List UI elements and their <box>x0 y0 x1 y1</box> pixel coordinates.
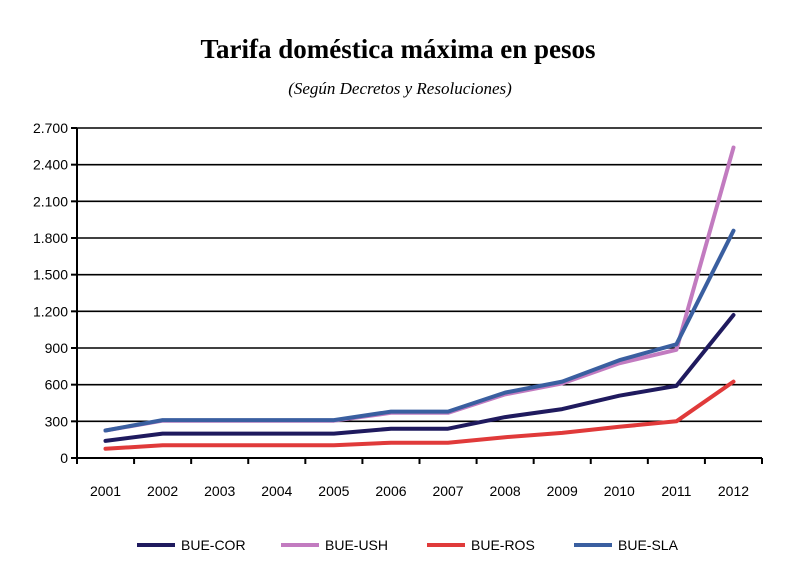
x-tick-label: 2006 <box>375 483 406 499</box>
chart-subtitle: (Según Decretos y Resoluciones) <box>288 79 512 98</box>
x-tick-label: 2012 <box>718 483 749 499</box>
x-tick-label: 2009 <box>547 483 578 499</box>
x-tick-label: 2004 <box>261 483 292 499</box>
legend-item-bue-sla: BUE-SLA <box>574 537 679 553</box>
series-line-bue-sla <box>103 228 736 433</box>
y-tick-label: 300 <box>45 413 69 429</box>
legend: BUE-COR BUE-USH BUE-ROS BUE-SLA <box>137 537 679 553</box>
legend-item-bue-ros: BUE-ROS <box>427 537 535 553</box>
x-tick-label: 2001 <box>90 483 121 499</box>
legend-label: BUE-ROS <box>471 537 535 553</box>
x-tick-label: 2011 <box>661 483 691 499</box>
y-tick-label: 1.200 <box>33 303 68 319</box>
x-tick-label: 2007 <box>432 483 463 499</box>
y-tick-label: 1.500 <box>33 267 68 283</box>
x-tick-label: 2005 <box>318 483 349 499</box>
y-tick-label: 2.400 <box>33 157 68 173</box>
series-line-bue-cor <box>103 313 736 443</box>
chart-title: Tarifa doméstica máxima en pesos <box>201 34 596 64</box>
y-tick-label: 900 <box>45 340 69 356</box>
y-tick-label: 2.700 <box>33 120 68 136</box>
series-line-bue-ush <box>103 145 736 433</box>
y-tick-label: 1.800 <box>33 230 68 246</box>
x-tick-label: 2002 <box>147 483 178 499</box>
legend-item-bue-ush: BUE-USH <box>281 537 388 553</box>
series-lines <box>103 145 736 451</box>
y-tick-label: 0 <box>60 450 68 466</box>
y-tick-label: 600 <box>45 377 69 393</box>
legend-label: BUE-USH <box>325 537 388 553</box>
legend-label: BUE-SLA <box>618 537 679 553</box>
axes: 0 300 600 900 1.200 1.500 1.800 2.100 2.400 2.700… <box>33 120 763 499</box>
x-tick-label: 2003 <box>204 483 235 499</box>
y-tick-label: 2.100 <box>33 193 68 209</box>
series-line-bue-ros <box>103 379 736 451</box>
x-tick-label: 2008 <box>490 483 521 499</box>
legend-item-bue-cor: BUE-COR <box>137 537 246 553</box>
legend-label: BUE-COR <box>181 537 246 553</box>
gridlines <box>77 127 762 423</box>
x-tick-label: 2010 <box>604 483 635 499</box>
